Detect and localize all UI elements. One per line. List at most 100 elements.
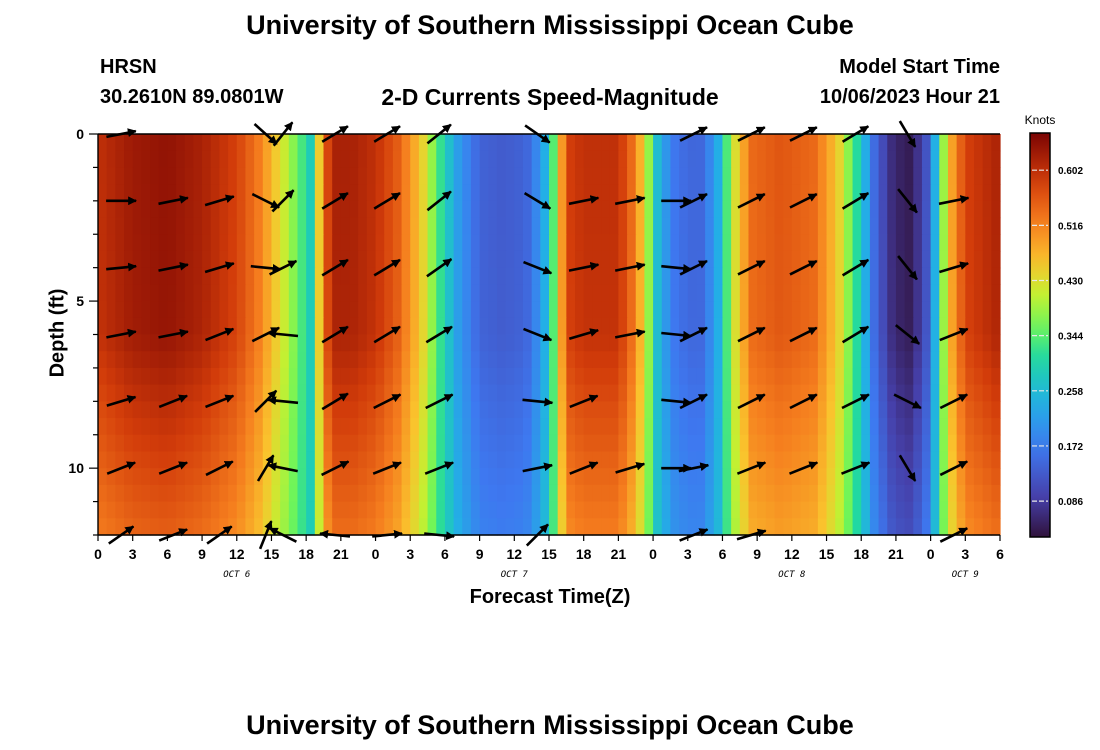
- heatmap-cell: [939, 434, 949, 453]
- heatmap-cell: [228, 134, 238, 152]
- heatmap-cell: [791, 301, 802, 319]
- heatmap-cell: [653, 150, 663, 169]
- heatmap-cell: [939, 351, 949, 369]
- heatmap-cell: [522, 401, 533, 419]
- heatmap-cell: [427, 167, 437, 185]
- heatmap-cell: [817, 184, 828, 202]
- heatmap-cell: [635, 284, 645, 302]
- heatmap-cell: [288, 334, 299, 352]
- heatmap-cell: [410, 334, 420, 352]
- heatmap-cell: [132, 451, 142, 469]
- heatmap-cell: [644, 217, 654, 235]
- heatmap-cell: [705, 250, 715, 269]
- heatmap-cell: [280, 334, 290, 352]
- heatmap-cell: [280, 301, 290, 319]
- heatmap-cell: [722, 367, 732, 386]
- heatmap-cell: [219, 301, 229, 319]
- heatmap-cell: [488, 484, 498, 503]
- heatmap-cell: [418, 401, 429, 419]
- heatmap-cell: [332, 367, 342, 386]
- heatmap-cell: [791, 167, 802, 185]
- heatmap-cell: [661, 518, 672, 536]
- current-vector: [426, 258, 453, 278]
- heatmap-cell: [705, 518, 715, 536]
- heatmap-cell: [843, 501, 854, 519]
- heatmap-cell: [575, 501, 585, 519]
- heatmap-cell: [522, 518, 533, 536]
- heatmap-cell: [653, 250, 663, 269]
- heatmap-cell: [271, 317, 281, 336]
- heatmap-cell: [705, 351, 715, 369]
- heatmap-cell: [861, 267, 871, 285]
- heatmap-cell: [496, 150, 507, 169]
- heatmap-cell: [947, 134, 958, 152]
- heatmap-cell: [965, 167, 975, 185]
- heatmap-cell: [262, 184, 273, 202]
- heatmap-cell: [470, 484, 481, 503]
- heatmap-cell: [427, 301, 437, 319]
- heatmap-cell: [306, 334, 316, 352]
- x-tick-label: 3: [129, 546, 137, 562]
- heatmap-cell: [323, 418, 333, 436]
- heatmap-cell: [739, 284, 750, 302]
- heatmap-cell: [661, 401, 672, 419]
- heatmap-cell: [644, 418, 654, 436]
- heatmap-cell: [418, 384, 429, 402]
- heatmap-cell: [297, 284, 307, 302]
- heatmap-cell: [852, 434, 862, 453]
- heatmap-cell: [522, 234, 533, 252]
- heatmap-cell: [418, 200, 429, 219]
- heatmap-cell: [861, 451, 871, 469]
- heatmap-cell: [245, 184, 255, 202]
- heatmap-cell: [184, 167, 194, 185]
- heatmap-cell: [245, 150, 255, 169]
- heatmap-cell: [557, 217, 567, 235]
- heatmap-cell: [306, 518, 316, 536]
- heatmap-cell: [505, 267, 515, 285]
- heatmap-cell: [150, 384, 160, 402]
- heatmap-cell: [427, 134, 437, 152]
- heatmap-cell: [132, 234, 142, 252]
- heatmap-cell: [522, 284, 533, 302]
- heatmap-cell: [176, 184, 186, 202]
- current-vector: [568, 195, 600, 206]
- heatmap-cell: [661, 301, 672, 319]
- heatmap-cell: [488, 284, 498, 302]
- heatmap-cell: [575, 217, 585, 235]
- heatmap-cell: [861, 167, 871, 185]
- current-vector: [898, 454, 917, 482]
- heatmap-cell: [496, 284, 507, 302]
- heatmap-cell: [982, 217, 992, 235]
- heatmap-cell: [462, 334, 472, 352]
- heatmap-cell: [141, 351, 151, 369]
- heatmap-cell: [410, 284, 420, 302]
- heatmap-cell: [158, 217, 168, 235]
- heatmap-cell: [124, 217, 134, 235]
- colorbar-tick-label: 0.430: [1058, 276, 1083, 287]
- heatmap-cell: [670, 317, 680, 336]
- current-vector: [523, 327, 553, 342]
- heatmap-cell: [791, 134, 802, 152]
- heatmap-cell: [540, 451, 550, 469]
- heatmap-cell: [627, 184, 637, 202]
- heatmap-cell: [280, 317, 290, 336]
- heatmap-cell: [436, 167, 446, 185]
- heatmap-cell: [748, 401, 758, 419]
- heatmap-cell: [427, 468, 437, 486]
- chart-title: University of Southern Mississippi Ocean…: [246, 10, 854, 40]
- heatmap-cell: [340, 367, 351, 386]
- heatmap-cell: [401, 401, 411, 419]
- heatmap-cell: [869, 518, 880, 536]
- heatmap-cell: [869, 217, 880, 235]
- heatmap-cell: [453, 518, 463, 536]
- current-vector: [897, 255, 918, 281]
- heatmap-cell: [184, 334, 194, 352]
- heatmap-cell: [384, 134, 394, 152]
- heatmap-cell: [653, 134, 663, 152]
- heatmap-cell: [843, 234, 854, 252]
- heatmap-cell: [236, 217, 247, 235]
- heatmap-cell: [817, 434, 828, 453]
- heatmap-cell: [904, 401, 914, 419]
- heatmap-cell: [522, 301, 533, 319]
- heatmap-cell: [783, 501, 793, 519]
